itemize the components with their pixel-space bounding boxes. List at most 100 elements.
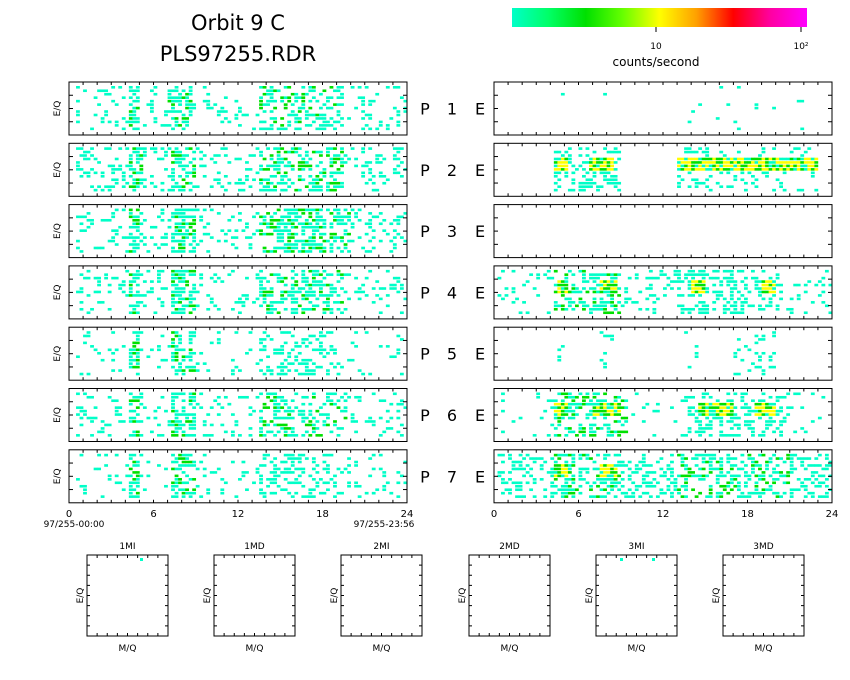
- data-cell: [340, 96, 344, 99]
- data-cell: [114, 399, 119, 403]
- data-cell: [624, 491, 629, 495]
- data-cell: [553, 150, 558, 154]
- data-cell: [733, 478, 738, 481]
- data-cell: [132, 358, 137, 362]
- data-cell: [687, 430, 692, 434]
- data-cell: [171, 420, 175, 423]
- data-cell: [560, 290, 565, 294]
- data-cell: [652, 294, 657, 297]
- data-cell: [694, 345, 699, 348]
- data-cell: [280, 239, 285, 243]
- data-cell: [740, 157, 745, 161]
- data-cell: [775, 413, 780, 416]
- data-cell: [603, 467, 607, 471]
- data-cell: [304, 416, 309, 420]
- data-cell: [631, 491, 636, 495]
- data-cell: [793, 453, 798, 457]
- data-cell: [824, 478, 829, 481]
- data-cell: [192, 290, 197, 294]
- data-cell: [747, 453, 752, 457]
- data-cell: [290, 150, 295, 154]
- data-cell: [318, 171, 323, 175]
- data-cell: [188, 86, 193, 89]
- data-cell: [574, 406, 579, 409]
- data-cell: [333, 402, 337, 406]
- data-cell: [318, 331, 323, 334]
- data-cell: [765, 420, 769, 423]
- data-cell: [128, 311, 133, 315]
- data-cell: [399, 434, 404, 437]
- data-cell: [747, 369, 752, 372]
- data-cell: [557, 457, 562, 460]
- data-cell: [171, 423, 175, 427]
- data-cell: [747, 164, 752, 168]
- data-cell: [76, 434, 80, 437]
- data-cell: [111, 369, 116, 372]
- data-cell: [83, 413, 87, 416]
- data-cell: [691, 150, 695, 154]
- data-cell: [160, 287, 165, 290]
- data-cell: [132, 399, 137, 403]
- data-cell: [185, 481, 190, 485]
- data-cell: [606, 423, 611, 427]
- data-cell: [329, 392, 334, 396]
- data-cell: [603, 164, 607, 168]
- data-cell: [736, 297, 741, 301]
- data-cell: [553, 484, 558, 488]
- data-cell: [761, 290, 766, 294]
- data-cell: [195, 185, 200, 188]
- data-cell: [536, 294, 541, 297]
- data-cell: [121, 208, 126, 212]
- data-cell: [378, 212, 383, 215]
- data-cell: [396, 218, 401, 222]
- data-cell: [192, 416, 197, 420]
- right-panel: [493, 142, 833, 197]
- data-cell: [280, 406, 285, 409]
- data-cell: [164, 154, 168, 157]
- data-cell: [178, 188, 182, 192]
- data-cell: [266, 365, 270, 369]
- data-cell: [641, 453, 646, 457]
- data-cell: [389, 117, 394, 120]
- data-cell: [357, 208, 362, 212]
- data-cell: [532, 287, 537, 290]
- data-cell: [199, 460, 204, 464]
- data-cell: [202, 154, 207, 157]
- data-cell: [114, 181, 119, 185]
- data-cell: [174, 185, 179, 188]
- data-cell: [371, 246, 376, 250]
- data-cell: [613, 453, 618, 457]
- data-cell: [733, 304, 738, 308]
- data-cell: [171, 481, 175, 485]
- data-cell: [522, 301, 526, 304]
- data-cell: [715, 297, 720, 301]
- data-cell: [318, 218, 323, 222]
- data-cell: [297, 106, 302, 110]
- data-cell: [354, 106, 359, 110]
- data-cell: [560, 402, 565, 406]
- data-cell: [392, 168, 397, 171]
- data-cell: [567, 395, 572, 399]
- data-cell: [343, 467, 348, 471]
- data-cell: [599, 471, 604, 474]
- data-cell: [655, 409, 660, 413]
- data-cell: [185, 92, 190, 96]
- data-cell: [670, 491, 674, 495]
- data-cell: [287, 471, 292, 474]
- data-cell: [800, 481, 805, 485]
- data-cell: [613, 150, 618, 154]
- data-cell: [596, 307, 600, 311]
- data-cell: [772, 164, 776, 168]
- data-cell: [747, 157, 752, 161]
- data-cell: [613, 304, 618, 308]
- data-cell: [603, 402, 607, 406]
- data-cell: [539, 457, 544, 460]
- data-cell: [684, 150, 688, 154]
- data-cell: [606, 413, 611, 416]
- data-cell: [188, 402, 193, 406]
- data-cell: [329, 311, 334, 315]
- data-cell: [708, 491, 713, 495]
- data-cell: [606, 484, 611, 488]
- data-cell: [304, 124, 309, 127]
- data-cell: [564, 402, 569, 406]
